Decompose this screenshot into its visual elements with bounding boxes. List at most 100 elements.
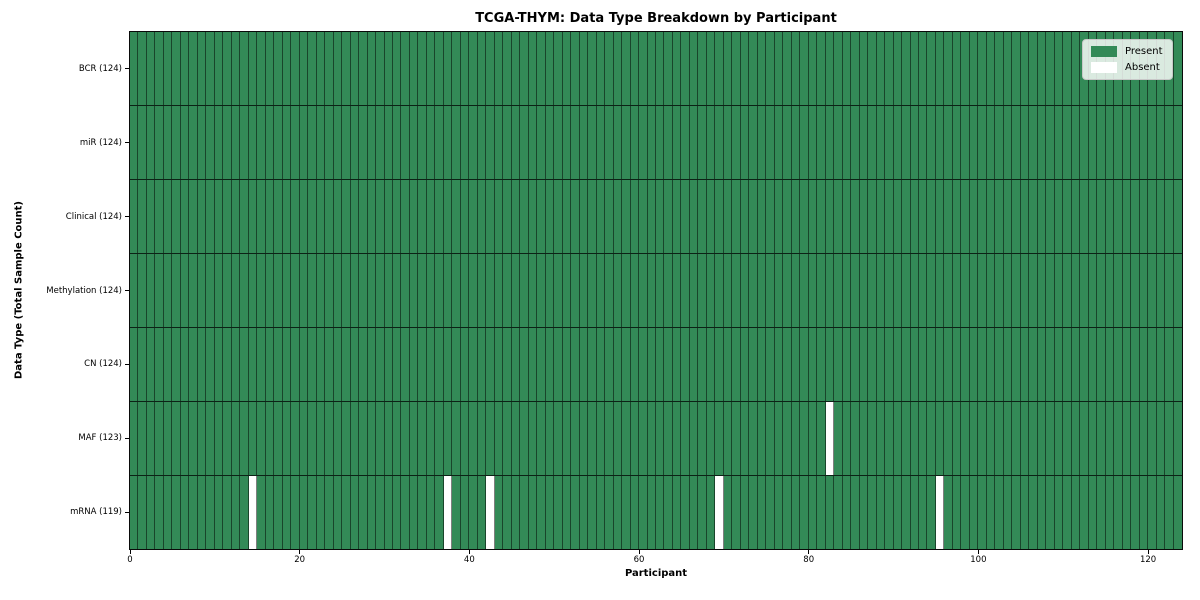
heatmap-cell [1157, 180, 1166, 253]
heatmap-cell [894, 106, 903, 179]
heatmap-cell [1148, 402, 1157, 475]
heatmap-cell [469, 476, 478, 549]
heatmap-cell [215, 328, 224, 401]
heatmap-cell [198, 180, 207, 253]
heatmap-cell [970, 106, 979, 179]
heatmap-cell [1012, 476, 1021, 549]
heatmap-cell [554, 402, 563, 475]
heatmap-cell [588, 402, 597, 475]
heatmap-cell [758, 106, 767, 179]
heatmap-cell [936, 402, 945, 475]
heatmap-cell [300, 476, 309, 549]
heatmap-cell [257, 32, 266, 105]
heatmap-cell [469, 180, 478, 253]
heatmap-cell [401, 106, 410, 179]
heatmap-cell [970, 328, 979, 401]
heatmap-cell [1089, 402, 1098, 475]
heatmap-cell [639, 180, 648, 253]
heatmap-cell [147, 328, 156, 401]
heatmap-cell [138, 328, 147, 401]
heatmap-cell [368, 32, 377, 105]
heatmap-cell [410, 106, 419, 179]
y-tick-mark [125, 142, 129, 144]
heatmap-cell [537, 180, 546, 253]
heatmap-cell [978, 106, 987, 179]
heatmap-cell [1038, 476, 1047, 549]
heatmap-cell [368, 328, 377, 401]
heatmap-cell [860, 106, 869, 179]
heatmap-cell [325, 32, 334, 105]
heatmap-cell [240, 254, 249, 327]
legend: Present Absent [1082, 39, 1173, 80]
heatmap-cell [495, 180, 504, 253]
heatmap-cell [300, 106, 309, 179]
heatmap-cell [410, 328, 419, 401]
heatmap-cell [206, 180, 215, 253]
heatmap-cell [783, 402, 792, 475]
heatmap-cell [359, 328, 368, 401]
heatmap-cell [444, 106, 453, 179]
heatmap-cell [1157, 402, 1166, 475]
heatmap-cell [435, 402, 444, 475]
heatmap-cell [359, 254, 368, 327]
heatmap-cell [427, 106, 436, 179]
heatmap-cell [681, 180, 690, 253]
heatmap-cell [1029, 106, 1038, 179]
heatmap-cell [130, 476, 139, 549]
heatmap-cell [325, 180, 334, 253]
heatmap-cell [605, 402, 614, 475]
heatmap-cell [783, 32, 792, 105]
heatmap-cell [385, 328, 393, 401]
heatmap-cell [1097, 476, 1106, 549]
heatmap-cell [792, 180, 801, 253]
heatmap-cell [130, 32, 139, 105]
heatmap-cell [181, 180, 190, 253]
heatmap-cell [1063, 254, 1072, 327]
heatmap-cell [317, 32, 326, 105]
heatmap-cell [749, 254, 758, 327]
heatmap-cell [393, 328, 402, 401]
heatmap-cell [978, 180, 987, 253]
heatmap-cell [860, 32, 869, 105]
heatmap-cell [257, 328, 266, 401]
heatmap-cell [1021, 106, 1030, 179]
x-tick-mark [1147, 550, 1149, 554]
heatmap-cell [427, 476, 436, 549]
heatmap-cell [223, 180, 232, 253]
heatmap-cell [1174, 476, 1182, 549]
heatmap-cell [266, 180, 275, 253]
heatmap-cell [563, 32, 572, 105]
heatmap-cell [749, 402, 758, 475]
heatmap-row-clinical [130, 180, 1182, 254]
heatmap-cell [809, 180, 818, 253]
heatmap-cell [707, 476, 716, 549]
heatmap-cell [698, 402, 707, 475]
heatmap-cell [486, 106, 495, 179]
heatmap-cell [503, 106, 512, 179]
heatmap-cell [223, 32, 232, 105]
heatmap-cell [877, 476, 886, 549]
heatmap-cell [486, 402, 495, 475]
heatmap-cell [283, 476, 292, 549]
heatmap-cell [1012, 180, 1021, 253]
heatmap-cell [995, 180, 1004, 253]
heatmap-cell [724, 328, 733, 401]
heatmap-cell [927, 254, 936, 327]
heatmap-cell [987, 180, 996, 253]
heatmap-cell [851, 328, 860, 401]
heatmap-cell [648, 476, 656, 549]
heatmap-cell [961, 254, 970, 327]
heatmap-cell [766, 180, 775, 253]
heatmap-cell [843, 328, 852, 401]
heatmap-cell [376, 106, 385, 179]
heatmap-cell [1140, 402, 1149, 475]
heatmap-cell [715, 32, 724, 105]
heatmap-cell [868, 476, 877, 549]
heatmap-cell [648, 180, 656, 253]
x-tick-label: 80 [803, 555, 815, 565]
heatmap-cell [1106, 106, 1115, 179]
heatmap-cell [1089, 476, 1098, 549]
legend-item-present: Present [1091, 46, 1163, 57]
heatmap-cell [452, 328, 461, 401]
heatmap-cell [546, 254, 555, 327]
